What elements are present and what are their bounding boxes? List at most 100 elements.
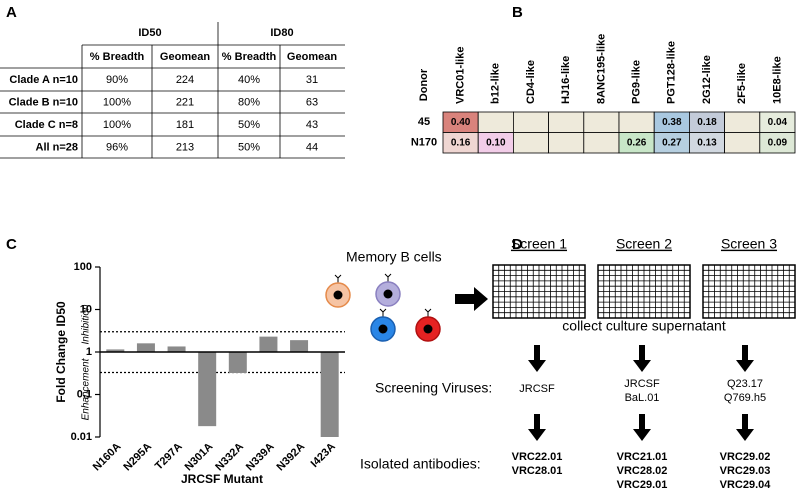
heatmap-cell	[724, 132, 761, 154]
table-cell: 90%	[106, 74, 128, 86]
x-tick-label: T297A	[153, 441, 185, 473]
table-cell: 44	[306, 141, 318, 153]
column-label: HJ16-like	[560, 56, 572, 104]
column-header: % Breadth	[90, 51, 145, 63]
cell-value: 0.27	[662, 137, 682, 148]
table-cell: 50%	[238, 119, 260, 131]
heatmap-cell	[513, 111, 550, 133]
table-cell: 31	[306, 74, 318, 86]
table-cell: 43	[306, 119, 318, 131]
column-label: 2G12-like	[701, 55, 713, 104]
virus: JRCSF	[624, 378, 660, 390]
annotation: Enhancement	[81, 357, 92, 420]
bar	[320, 352, 339, 437]
table-cell: 63	[306, 96, 318, 108]
column-header: Geomean	[160, 51, 210, 63]
antibody: VRC28.01	[512, 465, 563, 477]
bar	[106, 349, 125, 352]
column-label: VRC01-like	[455, 47, 467, 104]
x-tick-label: N332A	[213, 441, 246, 474]
donor-label: 45	[418, 116, 430, 128]
x-tick-label: I423A	[309, 441, 338, 470]
screen-title: Screen 3	[721, 236, 777, 252]
heatmap-cell	[724, 111, 761, 133]
y-tick-label: 1	[86, 346, 92, 358]
heatmap-cell	[513, 132, 550, 154]
cell-value: 0.10	[486, 137, 506, 148]
antibody: VRC29.01	[617, 479, 668, 489]
column-label: 10E8-like	[771, 56, 783, 104]
table-cell: 40%	[238, 74, 260, 86]
bar	[228, 352, 247, 374]
table-cell: 96%	[106, 141, 128, 153]
row-label: All n=28	[36, 141, 79, 153]
y-tick-label: 0.01	[71, 431, 92, 443]
donor-label: N170	[411, 137, 437, 149]
column-label: 2F5-like	[736, 63, 748, 104]
heatmap-cell	[477, 111, 514, 133]
cell-value: 0.04	[768, 117, 788, 128]
table-cell: 213	[176, 141, 194, 153]
x-tick-label: N339A	[244, 441, 277, 474]
bar	[290, 340, 309, 352]
antibodies-label: Isolated antibodies:	[360, 456, 481, 472]
x-tick-label: N301A	[183, 441, 216, 474]
column-header: Geomean	[287, 51, 337, 63]
row-label: Clade A n=10	[9, 74, 78, 86]
cell-value: 0.13	[697, 137, 717, 148]
y-axis-title: Fold Change ID50	[54, 301, 68, 403]
cell-value: 0.40	[451, 117, 471, 128]
row-label: Clade B n=10	[9, 96, 78, 108]
heatmap-cell	[548, 111, 585, 133]
bar	[136, 343, 155, 352]
y-tick-label: 100	[74, 261, 92, 273]
annotation: Inhibition	[81, 304, 92, 344]
cell-art	[325, 273, 441, 342]
heatmap-cell	[548, 132, 585, 154]
column-label: CD4-like	[525, 60, 537, 104]
column-header: % Breadth	[222, 51, 277, 63]
column-label: PGT128-like	[666, 41, 678, 104]
row-header: Donor	[418, 68, 430, 101]
bar	[167, 346, 186, 352]
antibody: VRC22.01	[512, 451, 563, 463]
y-tick-label: 10	[80, 303, 92, 315]
virus: Q23.17	[727, 378, 763, 390]
down-arrows	[528, 345, 754, 441]
x-tick-label: N392A	[275, 441, 308, 474]
column-label: PG9-like	[631, 60, 643, 104]
heatmap-cell	[759, 132, 796, 154]
virus: BaL.01	[625, 392, 660, 404]
x-tick-label: N295A	[121, 441, 154, 474]
virus: JRCSF	[519, 383, 555, 395]
heatmap-cell	[583, 111, 620, 133]
heatmap-cell	[618, 111, 655, 133]
group-header: ID80	[270, 27, 293, 39]
y-tick-label: 0.1	[77, 388, 92, 400]
table-cell: 224	[176, 74, 194, 86]
cell-value: 0.09	[768, 137, 788, 148]
antibody: VRC21.01	[617, 451, 668, 463]
bar	[259, 336, 278, 352]
viruses-label: Screening Viruses:	[375, 380, 492, 396]
screen-title: Screen 1	[511, 236, 567, 252]
step-label: collect culture supernatant	[562, 318, 726, 334]
panel-label: C	[6, 236, 17, 253]
cells-label: Memory B cells	[346, 249, 442, 265]
antibody: VRC29.03	[720, 465, 771, 477]
panel-label: D	[512, 236, 523, 253]
table-cell: 100%	[103, 119, 131, 131]
cell-value: 0.18	[697, 117, 717, 128]
heatmap-cell	[583, 132, 620, 154]
group-header: ID50	[138, 27, 161, 39]
table-cell: 100%	[103, 96, 131, 108]
screen-title: Screen 2	[616, 236, 672, 252]
cell-value: 0.38	[662, 117, 682, 128]
table-cell: 50%	[238, 141, 260, 153]
cell-value: 0.26	[627, 137, 647, 148]
table-cell: 181	[176, 119, 194, 131]
cell-value: 0.16	[451, 137, 471, 148]
row-label: Clade C n=8	[15, 119, 78, 131]
table-cell: 221	[176, 96, 194, 108]
